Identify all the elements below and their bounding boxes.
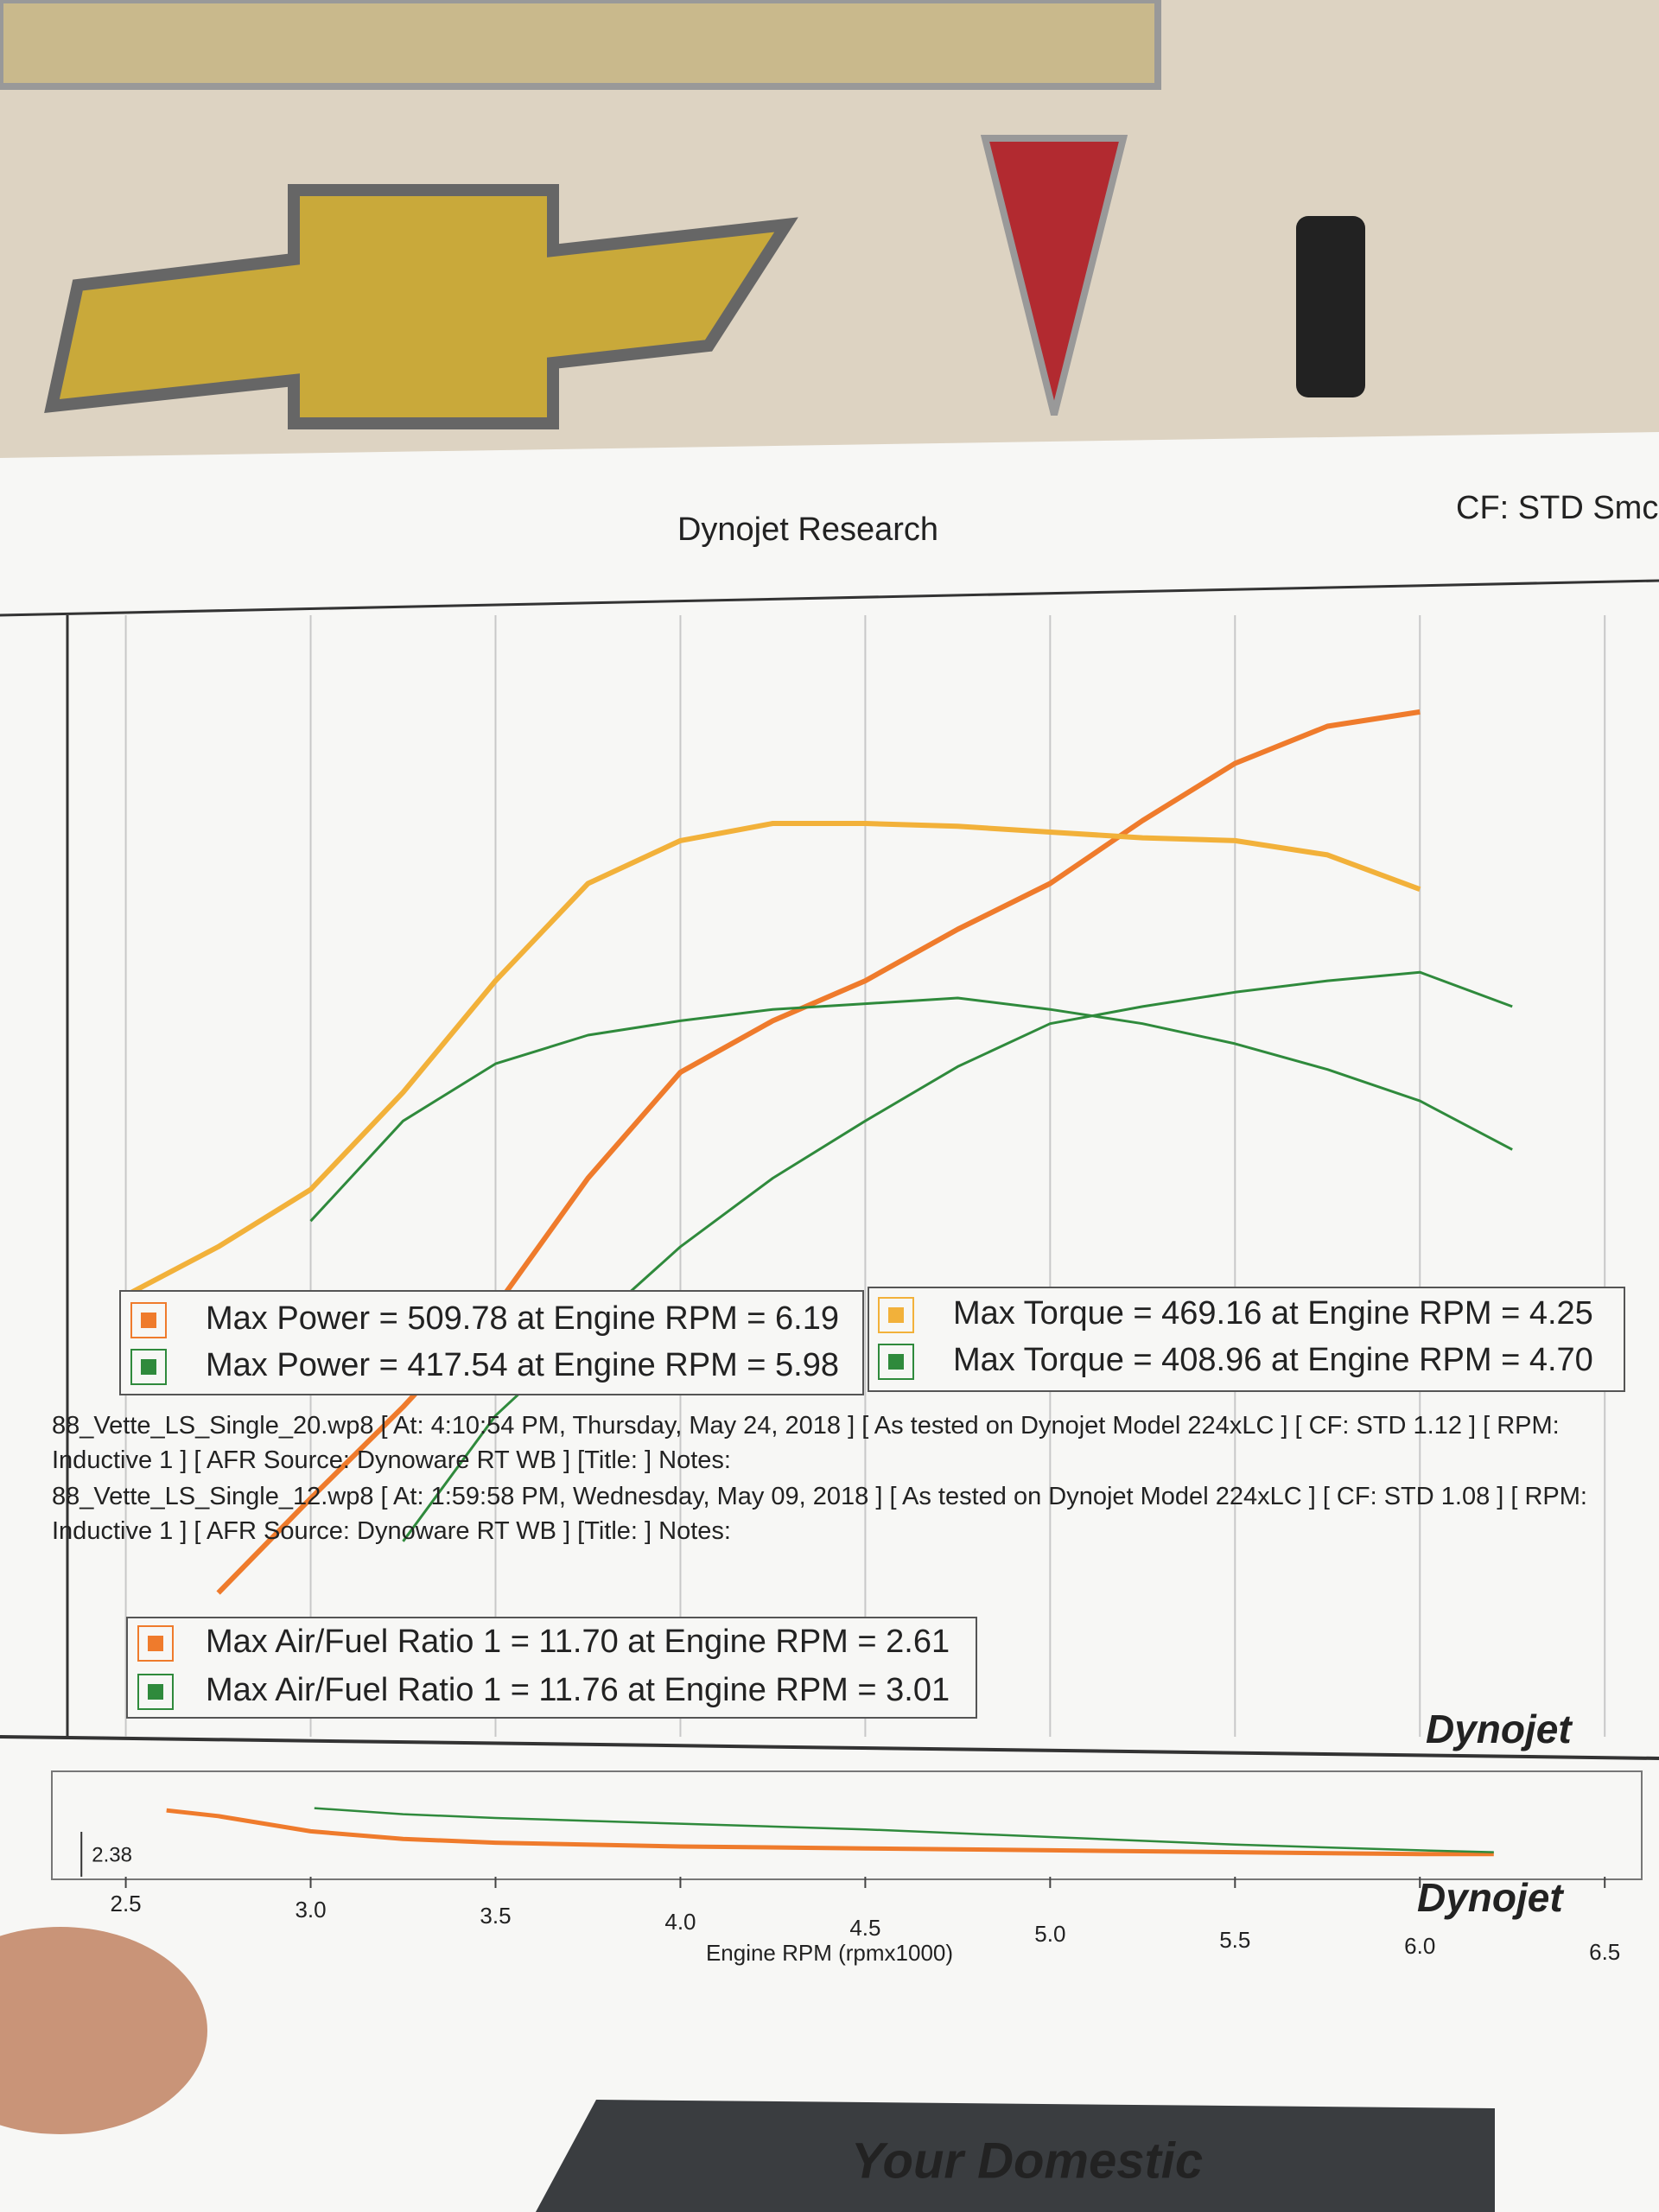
- afr-strip-border: [51, 1770, 1643, 1880]
- legend-box: [126, 1617, 977, 1719]
- x-tick-label: 6.5: [1589, 1939, 1620, 1965]
- x-axis-label: Engine RPM (rpmx1000): [706, 1940, 953, 1966]
- legend-label: Max Power = 417.54 at Engine RPM = 5.98: [206, 1347, 839, 1383]
- cable-box: [1296, 216, 1365, 397]
- plot-bottom-border: [0, 1735, 1659, 1760]
- plaque: [0, 0, 1161, 90]
- legend-box: [868, 1287, 1625, 1392]
- legend-swatch-frame: [878, 1297, 914, 1333]
- sheet-title: Dynojet Research: [677, 512, 938, 548]
- legend-swatch-frame: [130, 1349, 167, 1385]
- legend-label: Max Air/Fuel Ratio 1 = 11.76 at Engine R…: [206, 1672, 950, 1708]
- legend-swatch: [141, 1313, 156, 1328]
- legend-swatch: [148, 1684, 163, 1700]
- legend-label: Max Power = 509.78 at Engine RPM = 6.19: [206, 1300, 839, 1337]
- logo: Dynojet: [1426, 1707, 1573, 1751]
- bowtie: [44, 184, 798, 429]
- legend-box: [119, 1290, 864, 1395]
- legend-swatch: [888, 1354, 904, 1370]
- x-tick-label: 3.0: [295, 1897, 326, 1923]
- x-tick-label: 2.5: [111, 1891, 142, 1916]
- x-tick-label: 5.5: [1219, 1927, 1250, 1953]
- run-info: 88_Vette_LS_Single_20.wp8 [ At: 4:10:54 …: [52, 1412, 1560, 1474]
- legend-swatch-frame: [137, 1674, 174, 1710]
- legend-label: Max Torque = 469.16 at Engine RPM = 4.25: [953, 1295, 1593, 1332]
- x-tick-label: 4.5: [849, 1915, 880, 1941]
- sheet-header-right: CF: STD Smc: [1456, 490, 1658, 526]
- x-tick-label: 5.0: [1034, 1921, 1065, 1947]
- thumb: [0, 1927, 207, 2134]
- banner-text: Your Domestic: [851, 2133, 1203, 2189]
- legend-label: Max Torque = 408.96 at Engine RPM = 4.70: [953, 1342, 1593, 1378]
- logo: Dynojet: [1417, 1875, 1564, 1920]
- legend-swatch: [148, 1636, 163, 1651]
- plot-top-border: [0, 579, 1659, 617]
- legend-label: Max Air/Fuel Ratio 1 = 11.70 at Engine R…: [206, 1624, 950, 1660]
- legend-swatch: [888, 1307, 904, 1323]
- banner-panel: [536, 2100, 1495, 2212]
- series-line: [314, 1807, 1494, 1853]
- series-line: [124, 821, 1421, 1298]
- legend-swatch-frame: [137, 1625, 174, 1662]
- arrowhead-emblem: [980, 135, 1128, 416]
- x-tick-label: 3.5: [480, 1903, 511, 1929]
- series-line: [166, 1808, 1494, 1857]
- x-tick-label: 6.0: [1404, 1933, 1435, 1959]
- legend-swatch-frame: [878, 1344, 914, 1380]
- cursor-label: 2.38: [92, 1843, 132, 1866]
- legend-swatch-frame: [130, 1302, 167, 1338]
- legend-swatch: [141, 1359, 156, 1375]
- series-line: [309, 996, 1513, 1223]
- run-info: 88_Vette_LS_Single_12.wp8 [ At: 1:59:58 …: [52, 1483, 1587, 1545]
- x-tick-label: 4.0: [664, 1909, 696, 1935]
